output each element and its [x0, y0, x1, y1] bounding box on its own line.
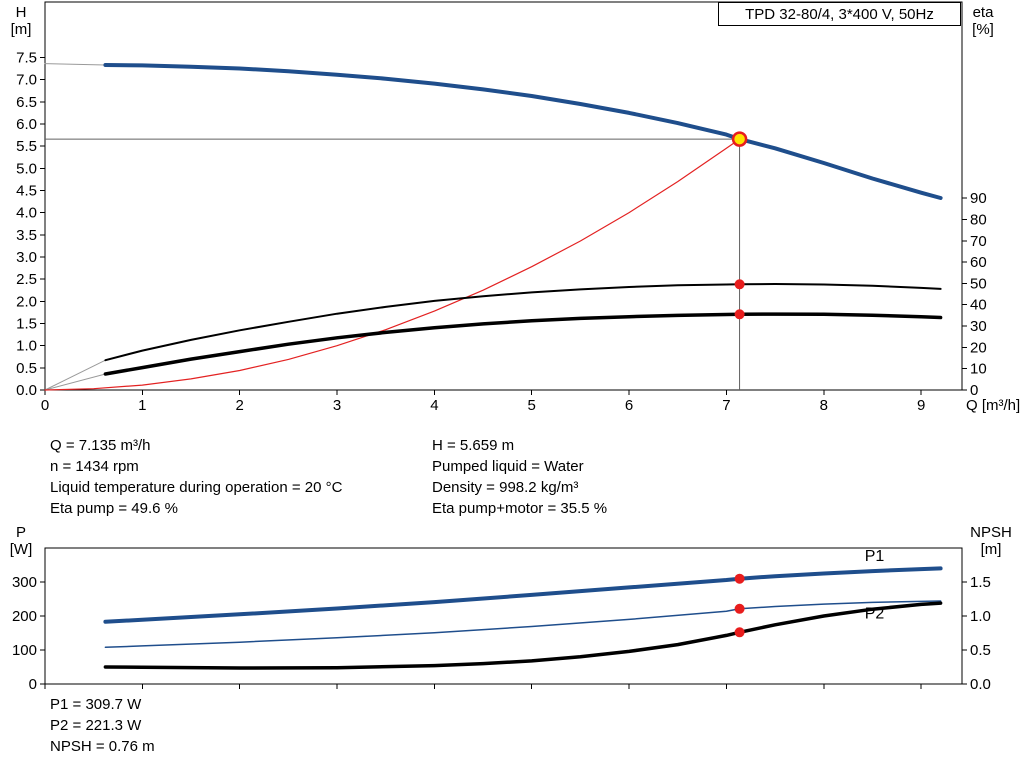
eta-axis-unit: [%] — [972, 21, 994, 38]
info-line-speed: n = 1434 rpm — [50, 458, 139, 475]
head-axis-symbol: H — [15, 4, 27, 21]
y-left-tick-label: 6.5 — [16, 94, 37, 111]
x-tick-label: 5 — [528, 397, 536, 414]
power-axis-label: P [W] — [2, 524, 40, 558]
eta-axis-symbol: eta — [972, 4, 994, 21]
info-line-head: H = 5.659 m — [432, 437, 515, 454]
x-tick-label: 3 — [333, 397, 341, 414]
y-right-tick-label: 10 — [970, 361, 987, 378]
y-left-tick-label: 4.5 — [16, 182, 37, 199]
y-right-tick-label: 1.0 — [970, 608, 991, 625]
p2-curve — [104, 600, 942, 649]
y-left-tick-label: 5.5 — [16, 138, 37, 155]
p1-point — [734, 573, 745, 584]
info-line-density: Density = 998.2 kg/m³ — [432, 479, 579, 496]
y-left-tick-label: 7.0 — [16, 72, 37, 89]
eta-pump-motor-point — [734, 309, 745, 320]
y-right-tick-label: 70 — [970, 233, 987, 250]
y-right-tick-label: 0 — [970, 382, 978, 399]
y-left-tick-label: 300 — [12, 574, 37, 591]
head-curve — [103, 63, 943, 200]
y-left-tick-label: 0.5 — [16, 360, 37, 377]
y-right-tick-label: 0.0 — [970, 676, 991, 693]
footer-line-p2: P2 = 221.3 W — [50, 717, 142, 734]
npsh-curve — [103, 601, 943, 670]
y-left-tick-label: 4.0 — [16, 205, 37, 222]
head-axis-unit: [m] — [10, 21, 32, 38]
y-left-tick-label: 200 — [12, 608, 37, 625]
x-tick-label: 0 — [41, 397, 49, 414]
npsh-point — [734, 627, 745, 638]
eta-pump-curve — [104, 283, 942, 362]
y-right-tick-label: 20 — [970, 339, 987, 356]
result-footer: P1 = 309.7 W P2 = 221.3 W NPSH = 0.76 m — [50, 694, 155, 757]
x-tick-label: 7 — [722, 397, 730, 414]
npsh-axis-symbol: NPSH — [970, 524, 1012, 541]
head-axis-label: H [m] — [2, 4, 40, 38]
x-tick-label: 9 — [917, 397, 925, 414]
y-left-tick-label: 6.0 — [16, 116, 37, 133]
info-line-eta-pump: Eta pump = 49.6 % — [50, 500, 178, 517]
x-tick-label: 6 — [625, 397, 633, 414]
y-right-tick-label: 90 — [970, 190, 987, 207]
x-tick-label: 8 — [820, 397, 828, 414]
x-tick-label: 1 — [138, 397, 146, 414]
flow-axis-label: Q [m³/h] — [966, 397, 1021, 414]
p1-curve — [103, 566, 943, 624]
y-right-tick-label: 60 — [970, 254, 987, 271]
y-left-tick-label: 1.5 — [16, 315, 37, 332]
y-right-tick-label: 80 — [970, 211, 987, 228]
footer-line-npsh: NPSH = 0.76 m — [50, 738, 155, 755]
y-left-tick-label: 3.5 — [16, 227, 37, 244]
y-left-tick-label: 5.0 — [16, 160, 37, 177]
y-left-tick-label: 1.0 — [16, 338, 37, 355]
y-right-tick-label: 30 — [970, 318, 987, 335]
duty-point[interactable] — [731, 131, 748, 147]
info-line-eta-total: Eta pump+motor = 35.5 % — [432, 500, 608, 517]
eta-pump-point — [734, 279, 745, 290]
footer-line-p1: P1 = 309.7 W — [50, 696, 142, 713]
eta-axis-label: eta [%] — [962, 4, 1004, 38]
eta-pump-motor-curve — [103, 312, 943, 376]
power-axis-symbol: P — [15, 524, 26, 541]
x-tick-label: 2 — [236, 397, 244, 414]
y-left-tick-label: 7.5 — [16, 49, 37, 66]
y-right-tick-label: 50 — [970, 275, 987, 292]
power-axis-unit: [W] — [9, 541, 33, 558]
pump-title-box: TPD 32-80/4, 3*400 V, 50Hz — [718, 2, 961, 26]
p2-point — [734, 603, 745, 614]
info-line-q: Q = 7.135 m³/h — [50, 437, 151, 454]
npsh-axis-label: NPSH [m] — [960, 524, 1022, 558]
y-right-tick-label: 40 — [970, 297, 987, 314]
p2-label: P2 — [865, 606, 885, 623]
x-tick-label: 4 — [430, 397, 438, 414]
duty-info-left: Q = 7.135 m³/h n = 1434 rpm Liquid tempe… — [50, 435, 342, 519]
y-left-tick-label: 2.0 — [16, 293, 37, 310]
eta-pump-lead-in — [44, 359, 106, 391]
head-lead-in — [44, 63, 106, 66]
p1-label: P1 — [865, 548, 885, 565]
plot-border — [44, 1, 963, 391]
y-left-tick-label: 100 — [12, 642, 37, 659]
npsh-axis-unit: [m] — [980, 541, 1002, 558]
y-right-tick-label: 0.5 — [970, 642, 991, 659]
info-line-liquid: Pumped liquid = Water — [432, 458, 584, 475]
pump-title-text: TPD 32-80/4, 3*400 V, 50Hz — [745, 5, 934, 23]
y-left-tick-label: 0.0 — [16, 382, 37, 399]
duty-info-right: H = 5.659 m Pumped liquid = Water Densit… — [432, 435, 607, 519]
y-left-tick-label: 2.5 — [16, 271, 37, 288]
eta-pump-motor-lead-in — [44, 373, 106, 391]
info-line-temperature: Liquid temperature during operation = 20… — [50, 479, 343, 496]
system-curve — [44, 138, 741, 391]
y-right-tick-label: 1.5 — [970, 574, 991, 591]
y-left-tick-label: 0 — [29, 676, 37, 693]
y-left-tick-label: 3.0 — [16, 249, 37, 266]
